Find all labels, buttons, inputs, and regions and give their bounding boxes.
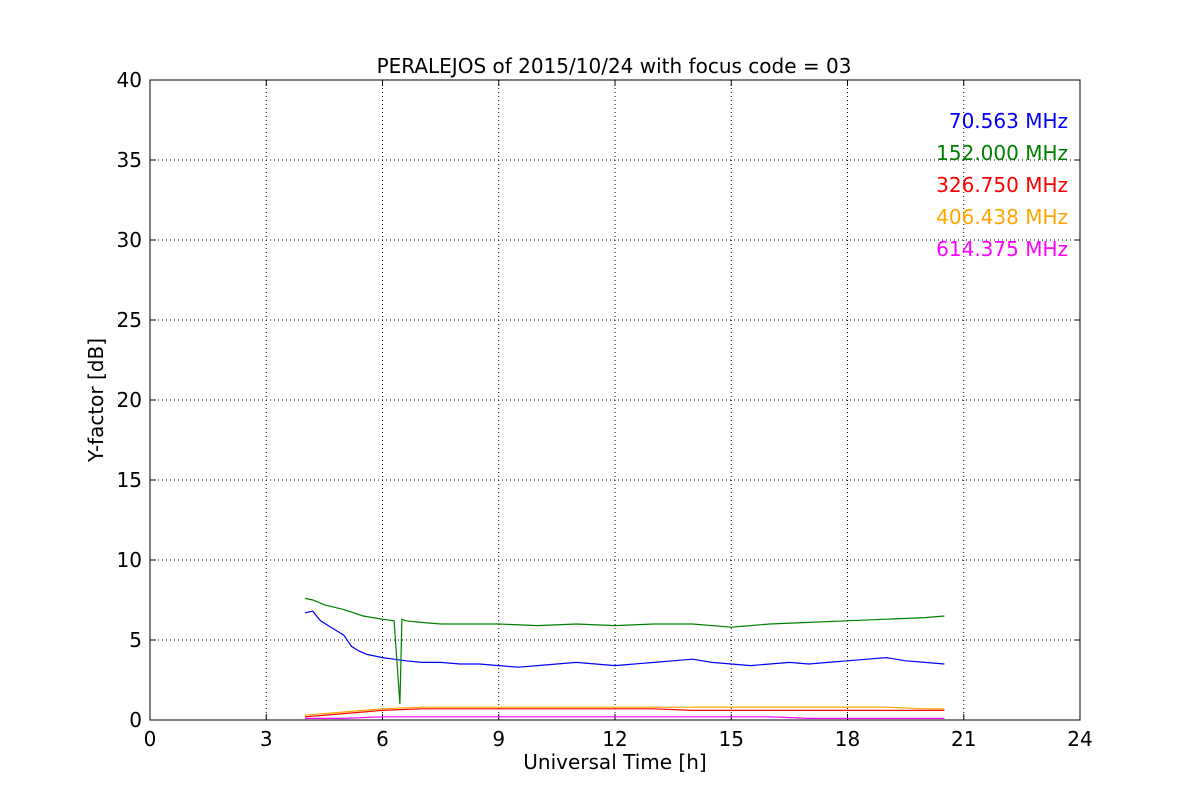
legend-entry: 614.375 MHz bbox=[936, 237, 1068, 261]
y-axis-label: Y-factor [dB] bbox=[84, 338, 108, 463]
series-line-1 bbox=[304, 610, 945, 668]
y-tick-label: 10 bbox=[117, 548, 142, 572]
series-line-4 bbox=[304, 706, 945, 716]
legend-entry: 152.000 MHz bbox=[936, 141, 1068, 165]
y-tick-label: 0 bbox=[129, 708, 142, 732]
series-line-5 bbox=[305, 716, 945, 720]
x-tick-label: 21 bbox=[951, 727, 976, 751]
x-tick-label: 0 bbox=[144, 727, 157, 751]
y-tick-label: 15 bbox=[117, 468, 142, 492]
x-tick-label: 24 bbox=[1067, 727, 1092, 751]
legend-entry: 326.750 MHz bbox=[936, 173, 1068, 197]
x-tick-label: 3 bbox=[260, 727, 273, 751]
legend: 70.563 MHz 152.000 MHz 326.750 MHz 406.438 … bbox=[936, 109, 1068, 261]
x-tick-label: 9 bbox=[492, 727, 505, 751]
series-line-3 bbox=[304, 708, 945, 718]
chart-title: PERALEJOS of 2015/10/24 with focus code … bbox=[377, 54, 852, 78]
x-axis-label: Universal Time [h] bbox=[523, 750, 706, 774]
y-tick-label: 20 bbox=[117, 388, 142, 412]
grid-layer bbox=[150, 80, 1080, 720]
x-tick-label: 18 bbox=[835, 727, 860, 751]
y-tick-label: 30 bbox=[117, 228, 142, 252]
series-line-2 bbox=[304, 597, 945, 705]
legend-entry: 70.563 MHz bbox=[949, 109, 1068, 133]
x-tick-label: 15 bbox=[719, 727, 744, 751]
y-tick-label: 40 bbox=[117, 68, 142, 92]
x-tick-label: 12 bbox=[602, 727, 627, 751]
x-tick-label: 6 bbox=[376, 727, 389, 751]
y-tick-label: 35 bbox=[117, 148, 142, 172]
y-tick-label: 25 bbox=[117, 308, 142, 332]
y-tick-label: 5 bbox=[129, 628, 142, 652]
series-layer bbox=[304, 597, 945, 720]
plot-frame bbox=[149, 79, 1081, 721]
tick-layer: 0 3 6 9 12 15 18 21 24 0 5 10 15 20 25 30 35 40 bbox=[117, 68, 1093, 751]
legend-entry: 406.438 MHz bbox=[936, 205, 1068, 229]
